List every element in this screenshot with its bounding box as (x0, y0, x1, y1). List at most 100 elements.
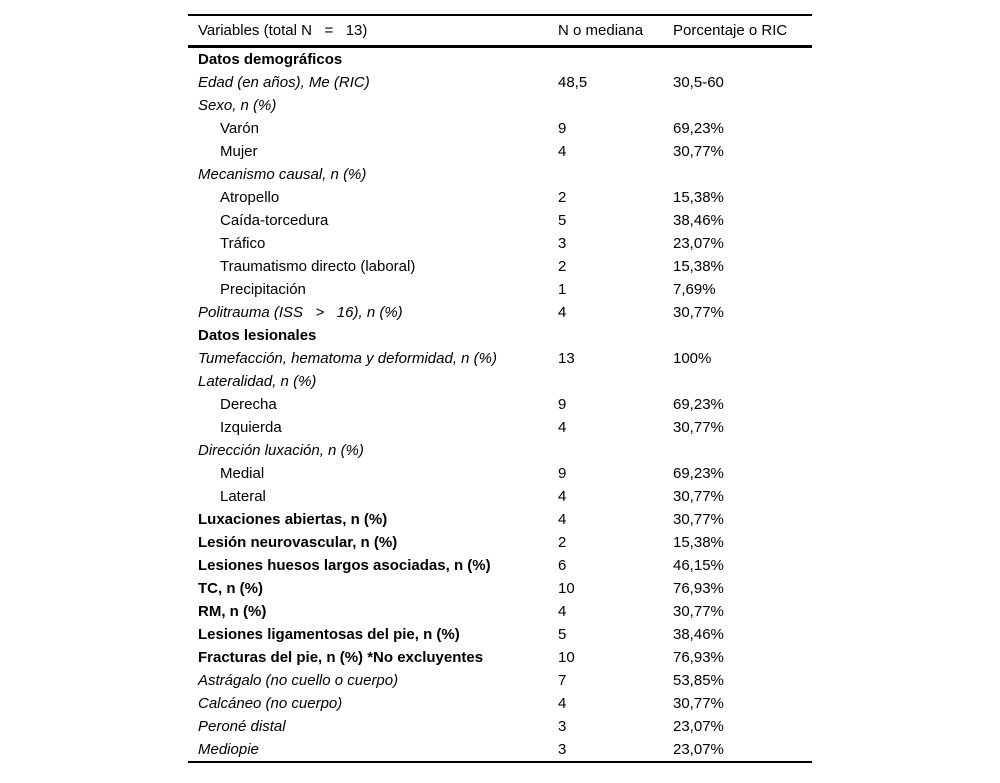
row-pct-value: 76,93% (673, 649, 724, 666)
row-label: Atropello (220, 189, 280, 206)
table-row: Lateralidad, n (%) (188, 370, 812, 393)
table-row: Tumefacción, hematoma y deformidad, n (%… (188, 347, 812, 370)
row-label: Tumefacción, hematoma y deformidad, n (%… (198, 350, 498, 367)
table-row: Tráfico 3 23,07% (188, 232, 812, 255)
row-n-value: 4 (558, 511, 567, 528)
row-pct-value: 38,46% (673, 212, 724, 229)
row-label: Caída-torcedura (220, 212, 329, 229)
row-n-value: 5 (558, 212, 567, 229)
row-label: Edad (en años), Me (RIC) (198, 74, 370, 91)
row-pct-value: 15,38% (673, 189, 724, 206)
row-n-value: 3 (558, 718, 567, 735)
row-n-value: 48,5 (558, 74, 588, 91)
row-n-value: 3 (558, 235, 567, 252)
row-pct-value: 15,38% (673, 258, 724, 275)
row-n-value: 10 (558, 580, 575, 597)
table-row: Dirección luxación, n (%) (188, 439, 812, 462)
row-n-value: 4 (558, 304, 567, 321)
row-pct-value: 30,77% (673, 304, 724, 321)
row-pct-value: 23,07% (673, 235, 724, 252)
row-pct-value: 30,77% (673, 143, 724, 160)
row-n-value: 1 (558, 281, 567, 298)
column-header-porcentaje-o-ric: Porcentaje o RIC (673, 22, 788, 39)
table-row: Mujer 4 30,77% (188, 140, 812, 163)
table-row: Datos demográficos (188, 48, 812, 71)
row-n-value: 9 (558, 120, 567, 137)
table-row: Caída-torcedura 5 38,46% (188, 209, 812, 232)
table-row: Astrágalo (no cuello o cuerpo) 7 53,85% (188, 669, 812, 692)
row-pct-value: 30,77% (673, 603, 724, 620)
row-pct-value: 38,46% (673, 626, 724, 643)
row-label: RM, n (%) (198, 603, 267, 620)
row-n-value: 4 (558, 419, 567, 436)
row-label: Mecanismo causal, n (%) (198, 166, 367, 183)
table-row: Traumatismo directo (laboral) 2 15,38% (188, 255, 812, 278)
row-n-value: 6 (558, 557, 567, 574)
table-row: Lesiones ligamentosas del pie, n (%) 5 38,… (188, 623, 812, 646)
row-pct-value: 69,23% (673, 465, 724, 482)
row-label: Sexo, n (%) (198, 97, 277, 114)
row-n-value: 4 (558, 695, 567, 712)
statistics-table: Variables (total N = 13) N o mediana Por… (188, 14, 812, 763)
row-n-value: 5 (558, 626, 567, 643)
row-label: Calcáneo (no cuerpo) (198, 695, 343, 712)
table-row: Mecanismo causal, n (%) (188, 163, 812, 186)
row-label: Lateral (220, 488, 266, 505)
row-pct-value: 69,23% (673, 120, 724, 137)
row-n-value: 2 (558, 258, 567, 275)
row-label: Lesión neurovascular, n (%) (198, 534, 398, 551)
table-row: Mediopie 3 23,07% (188, 738, 812, 761)
column-header-n-o-mediana: N o mediana (558, 22, 644, 39)
row-label: Luxaciones abiertas, n (%) (198, 511, 388, 528)
table-header-row: Variables (total N = 13) N o mediana Por… (188, 14, 812, 48)
row-label: Astrágalo (no cuello o cuerpo) (198, 672, 399, 689)
row-label: Datos lesionales (198, 327, 317, 344)
row-pct-value: 30,5-60 (673, 74, 724, 91)
row-pct-value: 30,77% (673, 488, 724, 505)
row-label: Mediopie (198, 741, 259, 758)
row-label: Precipitación (220, 281, 306, 298)
row-n-value: 4 (558, 488, 567, 505)
row-pct-value: 30,77% (673, 695, 724, 712)
table-row: Medial 9 69,23% (188, 462, 812, 485)
row-label: Lateralidad, n (%) (198, 373, 317, 390)
row-n-value: 9 (558, 396, 567, 413)
row-label: Derecha (220, 396, 277, 413)
table-body: Datos demográficos Edad (en años), Me (RI… (188, 48, 812, 763)
row-label: Mujer (220, 143, 258, 160)
table-row: Derecha 9 69,23% (188, 393, 812, 416)
table-row: Atropello 2 15,38% (188, 186, 812, 209)
row-label: Medial (220, 465, 265, 482)
row-pct-value: 23,07% (673, 718, 724, 735)
row-label: Lesiones ligamentosas del pie, n (%) (198, 626, 460, 643)
row-pct-value: 100% (673, 350, 712, 367)
row-label: TC, n (%) (198, 580, 263, 597)
table-row: Sexo, n (%) (188, 94, 812, 117)
row-pct-value: 69,23% (673, 396, 724, 413)
row-n-value: 2 (558, 534, 567, 551)
table-row: Lesiones huesos largos asociadas, n (%) 6… (188, 554, 812, 577)
table-row: Lesión neurovascular, n (%) 2 15,38% (188, 531, 812, 554)
table-row: Precipitación 1 7,69% (188, 278, 812, 301)
row-n-value: 2 (558, 189, 567, 206)
row-pct-value: 53,85% (673, 672, 724, 689)
table-row: Calcáneo (no cuerpo) 4 30,77% (188, 692, 812, 715)
row-label: Dirección luxación, n (%) (198, 442, 364, 459)
row-label: Politrauma (ISS > 16), n (%) (198, 304, 403, 321)
row-label: Lesiones huesos largos asociadas, n (%) (198, 557, 491, 574)
table-row: Politrauma (ISS > 16), n (%) 4 30,77% (188, 301, 812, 324)
table-row: Edad (en años), Me (RIC) 48,5 30,5-60 (188, 71, 812, 94)
table-row: Varón 9 69,23% (188, 117, 812, 140)
row-n-value: 7 (558, 672, 567, 689)
row-pct-value: 46,15% (673, 557, 724, 574)
table-row: Peroné distal 3 23,07% (188, 715, 812, 738)
row-label: Izquierda (220, 419, 282, 436)
row-pct-value: 15,38% (673, 534, 724, 551)
row-n-value: 10 (558, 649, 575, 666)
row-label: Datos demográficos (198, 51, 343, 68)
table-row: Fracturas del pie, n (%) *No excluyentes… (188, 646, 812, 669)
row-pct-value: 30,77% (673, 419, 724, 436)
column-header-variables: Variables (total N = 13) (198, 22, 368, 39)
table-row: Luxaciones abiertas, n (%) 4 30,77% (188, 508, 812, 531)
row-pct-value: 76,93% (673, 580, 724, 597)
